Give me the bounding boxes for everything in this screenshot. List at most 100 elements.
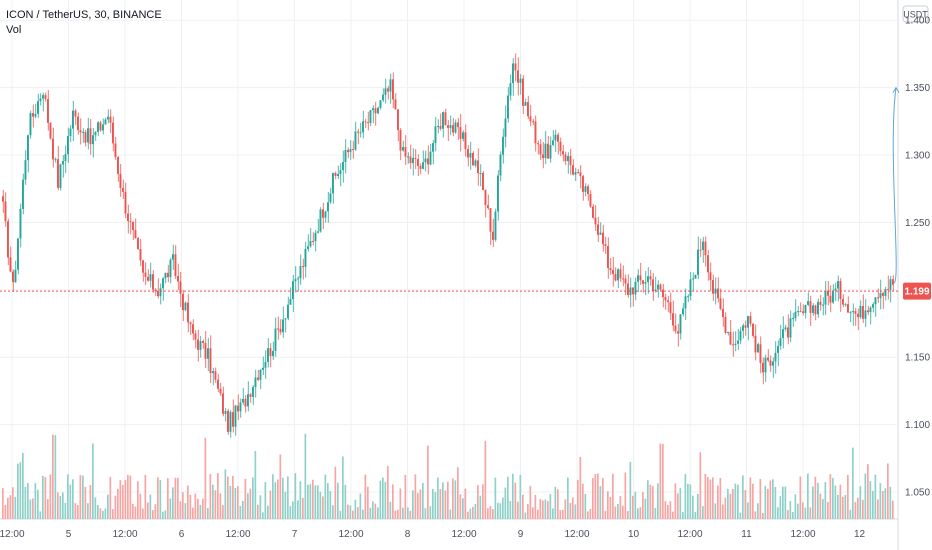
volume-bar xyxy=(704,473,707,519)
volume-bar xyxy=(712,477,714,519)
volume-bar xyxy=(502,497,504,519)
volume-bar xyxy=(867,464,869,519)
volume-bar xyxy=(824,481,827,519)
volume-bar xyxy=(847,474,849,519)
candle-body xyxy=(579,172,582,177)
candle-body xyxy=(22,179,24,209)
volume-bar xyxy=(639,507,642,519)
volume-bar xyxy=(59,496,62,519)
volume-bar xyxy=(689,484,692,519)
volume-bar xyxy=(504,487,507,519)
candle-body xyxy=(642,280,644,284)
volume-bar xyxy=(457,467,459,519)
candle-body xyxy=(314,232,317,242)
candle-body xyxy=(539,144,542,155)
price-axis[interactable]: USDT 1.4001.3501.3001.2501.2001.1501.100… xyxy=(902,5,930,499)
candle-body xyxy=(799,311,802,313)
candle-body xyxy=(644,282,647,284)
volume-bar xyxy=(424,508,427,519)
candle-body xyxy=(302,266,304,268)
candle-body xyxy=(687,296,689,298)
candle-body xyxy=(292,281,294,300)
candle-body xyxy=(167,272,169,278)
candle-body xyxy=(744,325,747,328)
candle-body xyxy=(54,159,57,161)
volume-bar xyxy=(654,507,657,519)
candle-body xyxy=(107,116,109,120)
candle-body xyxy=(139,249,142,261)
candle-body xyxy=(724,316,727,333)
volume-bar xyxy=(559,510,562,519)
candle-body xyxy=(732,344,734,346)
candle-body xyxy=(754,335,757,353)
candle-body xyxy=(252,387,254,397)
candle-body xyxy=(387,88,389,92)
candle-body xyxy=(697,249,699,275)
volume-bar xyxy=(444,490,447,519)
volume-bar xyxy=(42,475,44,519)
candle-body xyxy=(414,157,417,160)
volume-bar xyxy=(57,492,59,519)
candle-body xyxy=(882,292,884,297)
volume-bar xyxy=(607,491,609,519)
candle-body xyxy=(477,160,479,174)
candle-body xyxy=(859,306,862,318)
volume-bar xyxy=(677,493,679,519)
volume-bar xyxy=(834,485,837,519)
candle-body xyxy=(769,360,772,366)
volume-bar xyxy=(402,507,404,519)
volume-bar xyxy=(329,491,332,519)
volume-bar xyxy=(159,480,162,519)
volume-bar xyxy=(372,501,374,519)
volume-legend[interactable]: Vol xyxy=(6,24,22,36)
candle-body xyxy=(454,122,457,133)
volume-bar xyxy=(39,511,42,519)
unit-badge[interactable] xyxy=(902,5,929,23)
volume-bar xyxy=(439,489,442,519)
candle-body xyxy=(627,283,629,295)
volume-bar xyxy=(202,498,204,519)
symbol-title[interactable]: ICON / TetherUS, 30, BINANCE xyxy=(6,9,162,21)
candle-body xyxy=(709,272,712,281)
volume-bar xyxy=(207,507,209,519)
volume-bar xyxy=(247,493,249,519)
volume-bar xyxy=(377,507,379,519)
volume-bar xyxy=(757,503,759,519)
volume-bar xyxy=(349,505,352,519)
volume-bar xyxy=(34,483,37,519)
volume-bar xyxy=(419,489,422,519)
candle-body xyxy=(32,113,34,117)
candle-body xyxy=(44,95,47,100)
volume-bar xyxy=(397,509,399,519)
candle-body xyxy=(562,151,564,155)
candle-body xyxy=(247,394,249,407)
volume-bar xyxy=(554,486,557,519)
volume-bar xyxy=(37,489,39,519)
volume-bar xyxy=(282,477,284,519)
volume-bar xyxy=(252,477,254,519)
candle-body xyxy=(802,311,804,314)
time-axis[interactable]: 12:00 5 12:00 6 12:00 7 12:00 8 12:00 9 12:00 10 12:… xyxy=(0,529,865,540)
candle-body xyxy=(587,186,589,195)
volume-bar xyxy=(169,498,172,519)
candle-body xyxy=(407,156,409,158)
candle-body xyxy=(159,288,162,297)
candle-body xyxy=(267,348,269,363)
volume-bar xyxy=(532,507,534,519)
candle-body xyxy=(322,209,324,218)
volume-bar xyxy=(194,493,197,519)
volume-bar xyxy=(809,507,812,519)
candle-body xyxy=(409,156,412,164)
volume-bar xyxy=(799,476,802,519)
volume-bar xyxy=(514,482,517,519)
candle-body xyxy=(359,132,362,134)
volume-bar xyxy=(609,496,612,519)
volume-bar xyxy=(154,504,157,519)
grid xyxy=(0,0,899,550)
x-tick-label: 12 xyxy=(854,529,866,540)
candle-body xyxy=(834,288,837,291)
volume-bar xyxy=(104,508,107,519)
volume-bar xyxy=(599,486,602,519)
volume-bar xyxy=(817,482,819,519)
